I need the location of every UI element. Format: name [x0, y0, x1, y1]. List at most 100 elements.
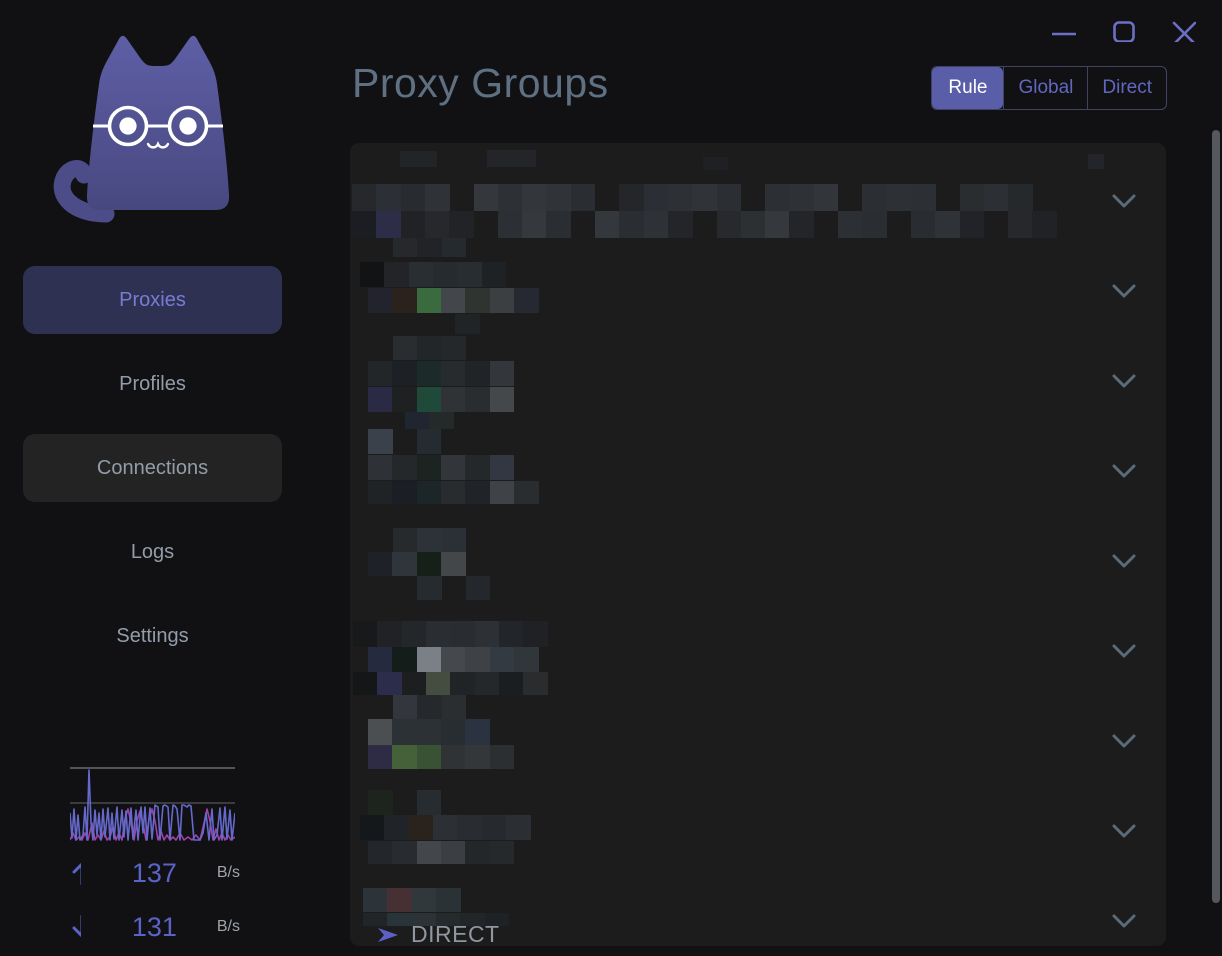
- redacted-block: [408, 815, 434, 840]
- redacted-block: [935, 211, 960, 238]
- mode-button-global[interactable]: Global: [1003, 67, 1087, 109]
- arrow-down-icon: [72, 915, 81, 937]
- redacted-block: [959, 211, 985, 238]
- redacted-block: [505, 815, 531, 840]
- redacted-block: [376, 211, 402, 238]
- close-icon: [1172, 21, 1196, 42]
- redacted-block: [1008, 211, 1033, 238]
- redacted-block: [440, 361, 466, 386]
- vertical-scrollbar-thumb[interactable]: [1212, 130, 1220, 903]
- redacted-block: [393, 336, 418, 360]
- redacted-block: [400, 151, 437, 167]
- expand-group-chevron-down-icon[interactable]: [1112, 734, 1136, 749]
- close-button[interactable]: [1168, 14, 1200, 46]
- app-logo: [38, 26, 248, 231]
- redacted-block: [368, 361, 393, 386]
- redacted-block: [392, 745, 418, 769]
- expand-group-chevron-down-icon[interactable]: [1112, 284, 1136, 299]
- redacted-block: [484, 913, 510, 926]
- redacted-block: [465, 576, 491, 600]
- redacted-block: [457, 262, 482, 287]
- redacted-block: [465, 387, 490, 412]
- redacted-block: [368, 745, 393, 769]
- mode-button-direct[interactable]: Direct: [1087, 67, 1166, 109]
- redacted-block: [441, 238, 467, 257]
- redacted-block: [546, 184, 572, 211]
- redacted-block: [425, 672, 451, 695]
- redacted-block: [392, 719, 418, 745]
- redacted-block: [360, 262, 385, 287]
- redacted-block: [360, 815, 385, 840]
- redacted-block: [440, 552, 466, 576]
- redacted-block: [440, 841, 466, 864]
- expand-group-chevron-down-icon[interactable]: [1112, 554, 1136, 569]
- redacted-block: [450, 621, 475, 647]
- download-stat: 131 B/s: [70, 912, 240, 942]
- expand-group-chevron-down-icon[interactable]: [1112, 644, 1136, 659]
- redacted-block: [523, 621, 548, 647]
- expand-group-chevron-down-icon[interactable]: [1112, 824, 1136, 839]
- sidebar-item-label: Connections: [96, 456, 209, 479]
- redacted-block: [368, 719, 393, 745]
- redacted-block: [522, 184, 547, 211]
- direct-proxy-label: DIRECT: [411, 921, 500, 947]
- mode-button-rule[interactable]: Rule: [932, 67, 1004, 109]
- redacted-block: [408, 262, 434, 287]
- redacted-block: [376, 184, 402, 211]
- sidebar-item-settings[interactable]: Settings: [23, 602, 282, 670]
- redacted-block: [667, 211, 693, 238]
- redacted-block: [400, 211, 426, 238]
- redacted-block: [450, 672, 475, 695]
- redacted-block: [440, 387, 466, 412]
- redacted-block: [377, 672, 403, 695]
- sidebar-item-logs[interactable]: Logs: [23, 518, 282, 586]
- minimize-button[interactable]: [1048, 14, 1080, 46]
- sidebar-item-profiles[interactable]: Profiles: [23, 350, 282, 418]
- redacted-block: [862, 184, 888, 211]
- redacted-block: [513, 647, 539, 672]
- expand-group-chevron-down-icon[interactable]: [1112, 374, 1136, 389]
- sidebar-item-connections[interactable]: Connections: [23, 434, 282, 502]
- maximize-icon: [1113, 21, 1135, 42]
- redacted-block: [416, 841, 442, 864]
- redacted-block: [886, 184, 912, 211]
- redacted-block: [910, 184, 936, 211]
- redacted-block: [619, 184, 645, 211]
- redacted-block: [440, 647, 466, 672]
- redacted-block: [765, 211, 790, 238]
- redacted-block: [368, 841, 393, 864]
- redacted-block: [368, 790, 393, 815]
- redacted-block: [481, 262, 507, 287]
- redacted-block: [416, 429, 442, 454]
- redacted-block: [489, 387, 515, 412]
- sidebar-item-label: Settings: [116, 624, 189, 647]
- redacted-block: [716, 184, 742, 211]
- redacted-block: [440, 455, 466, 480]
- cat-logo-icon: [53, 35, 230, 223]
- redacted-block: [416, 745, 442, 769]
- direct-proxy-row[interactable]: DIRECT: [377, 921, 500, 948]
- expand-group-chevron-down-icon[interactable]: [1112, 464, 1136, 479]
- redacted-block: [411, 913, 437, 926]
- redacted-block: [400, 184, 426, 211]
- redacted-block: [489, 647, 515, 672]
- redacted-block: [392, 481, 418, 504]
- redacted-block: [473, 184, 499, 211]
- redacted-block: [523, 672, 548, 695]
- maximize-button[interactable]: [1108, 14, 1140, 46]
- redacted-block: [481, 815, 507, 840]
- window-controls: [1048, 14, 1200, 46]
- redacted-block: [460, 913, 485, 926]
- redacted-block: [497, 211, 523, 238]
- redacted-block: [1032, 211, 1058, 238]
- sidebar-item-proxies[interactable]: Proxies: [23, 266, 282, 334]
- redacted-block: [393, 528, 418, 552]
- redacted-block: [465, 719, 490, 745]
- expand-group-chevron-down-icon[interactable]: [1112, 914, 1136, 929]
- redacted-block: [352, 184, 377, 211]
- redacted-block: [765, 184, 790, 211]
- redacted-block: [441, 528, 467, 552]
- redacted-block: [417, 576, 442, 600]
- expand-group-chevron-down-icon[interactable]: [1112, 194, 1136, 209]
- redacted-block: [416, 481, 442, 504]
